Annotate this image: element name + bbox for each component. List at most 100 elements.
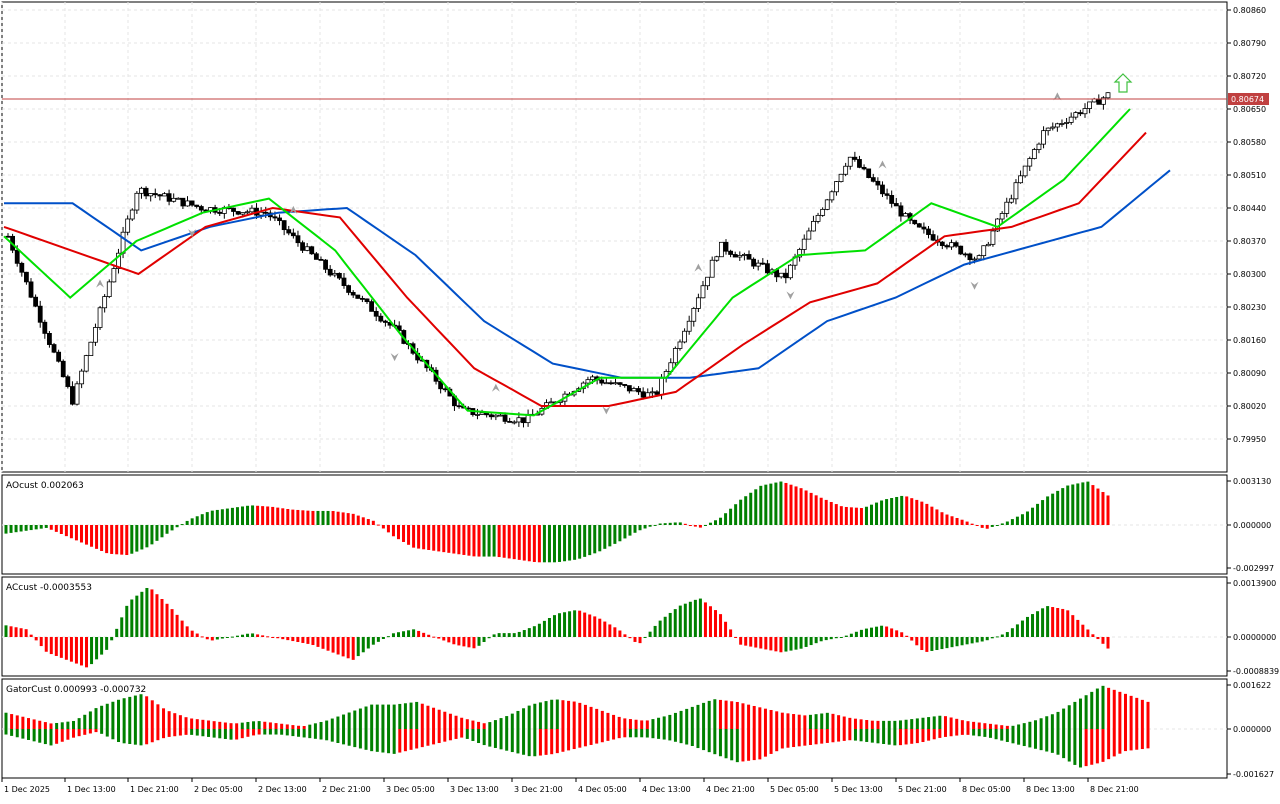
gator-upper-bar xyxy=(994,724,998,729)
candle-body xyxy=(962,253,968,256)
ac-bar xyxy=(1010,628,1014,637)
price-panel[interactable]: 0.80860 0.80790 0.80720 0.80650 0.80580 0.805… xyxy=(1,1,1269,778)
candle-body xyxy=(728,250,733,255)
ao-bar xyxy=(291,509,295,525)
gator-upper-bar xyxy=(645,720,649,729)
ac-bar xyxy=(316,637,320,647)
ao-bar xyxy=(859,508,863,525)
gator-upper-bar xyxy=(960,720,964,729)
candle-body xyxy=(442,388,448,391)
gator-upper-bar xyxy=(1028,721,1032,729)
gator-lower-bar xyxy=(752,729,756,761)
candle-body xyxy=(1050,126,1056,129)
candle-body xyxy=(93,327,98,343)
ac-bar xyxy=(361,637,365,653)
gator-lower-bar xyxy=(1084,729,1088,767)
candle-body xyxy=(258,211,264,216)
ac-bar xyxy=(90,637,94,665)
ac-bar xyxy=(125,605,129,637)
ao-bar xyxy=(175,525,179,528)
candle-body xyxy=(617,382,623,385)
candle-body xyxy=(327,268,333,276)
ao-bar xyxy=(764,484,768,525)
gator-upper-bar xyxy=(235,723,239,729)
ac-bar xyxy=(190,630,194,637)
gator-upper-bar xyxy=(600,710,604,729)
ac-bar xyxy=(251,633,255,637)
gator-lower-bar xyxy=(235,729,239,740)
gator-lower-bar xyxy=(195,729,199,736)
candle-body xyxy=(355,294,361,299)
price-tick-label: 0.80020 xyxy=(1233,402,1266,411)
gator-upper-bar xyxy=(201,719,205,729)
ac-bar xyxy=(653,625,657,637)
gator-upper-bar xyxy=(780,712,784,729)
ac-bar xyxy=(321,637,325,649)
gator-upper-bar xyxy=(707,700,711,729)
ac-bar xyxy=(542,620,546,637)
gator-lower-bar xyxy=(1078,729,1082,768)
gator-upper-bar xyxy=(1078,698,1082,729)
ao-title: AOcust 0.002063 xyxy=(6,481,84,491)
up-arrow-icon xyxy=(1113,73,1133,93)
ac-bar xyxy=(241,634,245,637)
ac-bar xyxy=(638,637,642,644)
ac-bar xyxy=(110,637,114,641)
ac-bar xyxy=(351,637,355,660)
ac-panel[interactable]: ACcust -0.0003553 0.0013900 0.0000000 -0.0… xyxy=(1,576,1279,677)
ao-bar xyxy=(653,524,657,526)
ao-bar xyxy=(598,525,602,552)
time-tick-label: 3 Dec 13:00 xyxy=(450,785,499,794)
time-tick-label: 4 Dec 21:00 xyxy=(706,785,755,794)
ao-bar xyxy=(517,525,521,560)
gator-lower-bar xyxy=(128,729,132,744)
gator-upper-bar xyxy=(302,725,306,729)
ao-bar xyxy=(839,506,843,525)
gator-upper-bar xyxy=(77,718,81,729)
ac-bar xyxy=(412,629,416,637)
candle-body xyxy=(746,254,752,260)
ac-bar xyxy=(497,633,501,637)
gator-lower-bar xyxy=(477,729,481,744)
gator-upper-bar xyxy=(505,716,509,729)
ac-bar xyxy=(598,618,602,637)
gator-upper-bar xyxy=(803,715,807,729)
ac-bar xyxy=(120,617,124,637)
ac-bar xyxy=(537,623,541,637)
gator-lower-bar xyxy=(634,729,638,738)
gator-upper-bar xyxy=(162,708,166,729)
ao-bar xyxy=(210,510,214,525)
gator-upper-bar xyxy=(938,715,942,729)
ao-bar xyxy=(386,525,390,533)
ac-bar xyxy=(1091,634,1095,637)
ao-panel[interactable]: AOcust 0.002063 0.003130 0.000000 -0.00299… xyxy=(1,474,1274,575)
ac-bar xyxy=(895,630,899,637)
gator-upper-bar xyxy=(280,723,284,729)
ao-bar xyxy=(623,525,627,539)
gator-upper-bar xyxy=(522,708,526,729)
gator-lower-bar xyxy=(955,729,959,736)
gator-upper-bar xyxy=(589,706,593,729)
gator-lower-bar xyxy=(1050,729,1054,753)
gator-upper-bar xyxy=(510,713,514,729)
gator-upper-bar xyxy=(1000,725,1004,729)
ac-bar xyxy=(79,637,83,666)
ac-bar xyxy=(170,609,174,637)
gator-upper-bar xyxy=(150,700,154,729)
gator-lower-bar xyxy=(77,729,81,737)
ao-bar xyxy=(49,525,53,530)
ao-bar xyxy=(804,490,808,525)
ao-bar xyxy=(729,508,733,525)
gator-panel[interactable]: GatorCust 0.000993 -0.000732 0.001622 0.0… xyxy=(1,678,1274,779)
ac-bar xyxy=(794,637,798,650)
gator-upper-bar xyxy=(94,708,98,729)
ao-bar xyxy=(246,505,250,525)
candle-body xyxy=(1077,112,1083,115)
candle-body xyxy=(1100,97,1106,105)
ac-bar xyxy=(920,637,924,651)
gator-upper-bar xyxy=(285,724,289,729)
candle-body xyxy=(341,277,347,286)
gator-upper-bar xyxy=(1039,718,1043,729)
